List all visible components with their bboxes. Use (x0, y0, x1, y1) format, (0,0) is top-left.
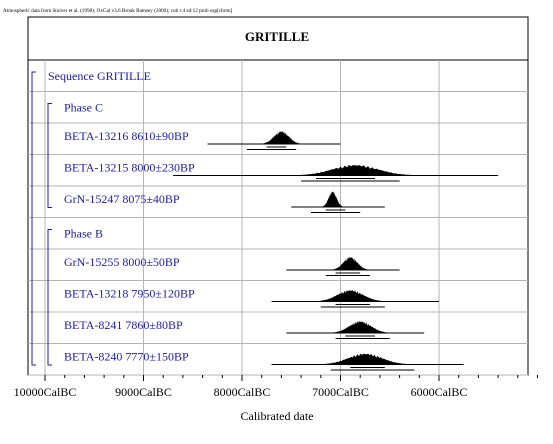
date-label: BETA-8240 7770±150BP (64, 350, 189, 364)
x-tick-label: 10000CalBC (14, 385, 77, 399)
probability-distribution (260, 131, 303, 144)
date-label: BETA-8241 7860±80BP (64, 318, 183, 332)
date-rows: Sequence GRITILLE Phase C BETA-13216 8610±… (31, 69, 499, 371)
phase-bracket (47, 103, 52, 208)
date-label: BETA-13216 8610±90BP (64, 129, 189, 143)
header-note: Atmospheric data from Stuiver et al. (19… (3, 7, 233, 14)
sequence-label: Sequence GRITILLE (48, 69, 151, 83)
phase-label: Phase C (64, 101, 103, 115)
gridlines (28, 60, 528, 376)
x-axis-label: Calibrated date (241, 409, 314, 423)
probability-distribution (329, 321, 391, 333)
phase-bracket (47, 229, 52, 366)
probability-distribution (291, 165, 419, 176)
phase-label: Phase B (64, 227, 103, 241)
date-label: BETA-13215 8000±230BP (64, 161, 195, 175)
probability-distribution (331, 257, 370, 270)
date-label: GrN-15255 8000±50BP (64, 255, 180, 269)
x-tick-label: 8000CalBC (214, 385, 271, 399)
sequence-bracket (31, 71, 36, 366)
x-tick-label: 6000CalBC (411, 385, 468, 399)
x-tick-label: 7000CalBC (312, 385, 369, 399)
probability-distribution (321, 191, 344, 207)
probability-distribution (318, 353, 413, 365)
x-tick-label: 9000CalBC (115, 385, 172, 399)
x-axis: 10000CalBC 9000CalBC 8000CalBC 7000CalBC 600… (14, 375, 538, 399)
chart-title: GRITILLE (245, 29, 309, 44)
date-label: BETA-13218 7950±120BP (64, 287, 195, 301)
probability-distribution (314, 290, 387, 302)
date-label: GrN-15247 8075±40BP (64, 192, 180, 206)
